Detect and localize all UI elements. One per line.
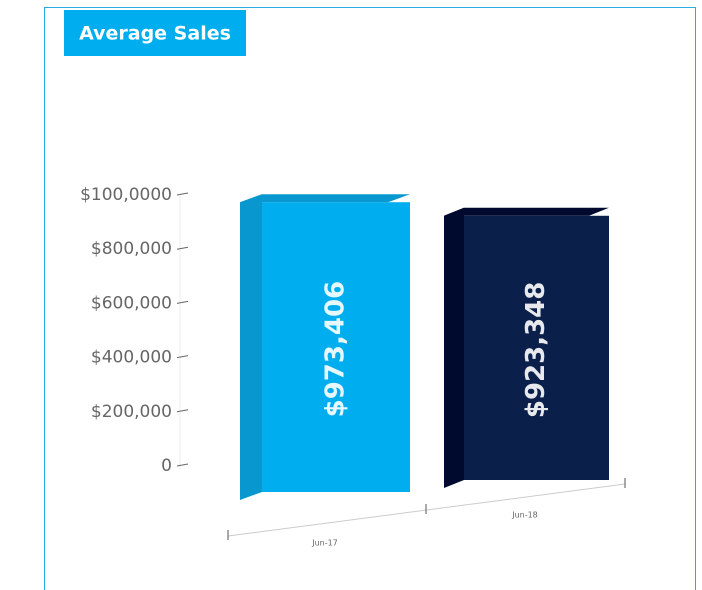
x-tick-label: Jun-18 <box>511 511 538 520</box>
bar <box>464 215 609 480</box>
y-tick <box>176 409 189 413</box>
y-tick <box>176 246 189 250</box>
bar-top <box>444 207 609 216</box>
bar-top <box>240 194 410 203</box>
y-tick-label: 0 <box>161 456 172 476</box>
y-tick-label: $400,000 <box>91 348 172 368</box>
x-tick-label: Jun-17 <box>311 539 338 548</box>
y-tick-label: $600,000 <box>91 293 172 313</box>
chart-title: Average Sales <box>79 23 231 45</box>
y-tick-label: $100,0000 <box>80 185 172 205</box>
y-tick <box>176 300 189 304</box>
bar-side <box>444 207 464 488</box>
bar <box>262 202 410 492</box>
value-label: $973,406 <box>321 281 351 418</box>
y-tick <box>176 463 189 467</box>
title-box <box>64 10 246 56</box>
y-tick <box>176 355 189 359</box>
bar-side <box>240 194 262 500</box>
y-tick-label: $200,000 <box>91 402 172 422</box>
value-label: $923,348 <box>521 282 551 419</box>
y-tick <box>176 192 189 196</box>
y-tick-label: $800,000 <box>91 239 172 259</box>
